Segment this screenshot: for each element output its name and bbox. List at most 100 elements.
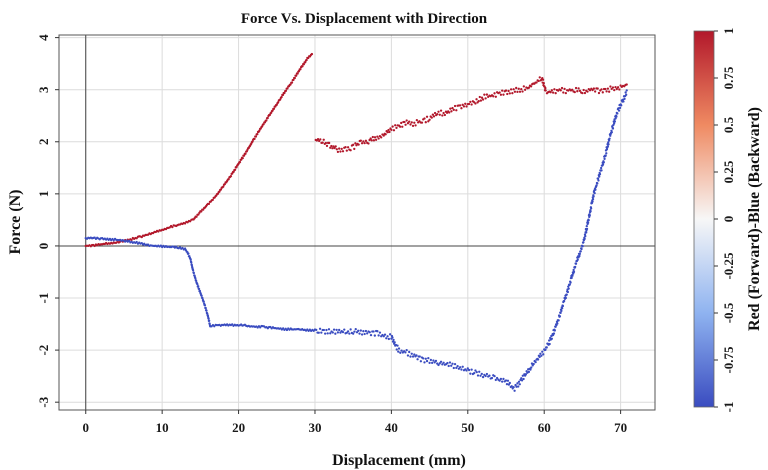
data-point: [204, 306, 207, 309]
data-point: [333, 146, 336, 150]
data-point: [599, 169, 602, 172]
data-point: [559, 89, 562, 92]
colorbar-tick-label: 0.25: [721, 160, 736, 183]
data-point: [388, 130, 391, 134]
data-point: [457, 367, 461, 370]
data-point: [431, 113, 435, 116]
data-point: [432, 115, 436, 118]
data-point: [352, 143, 355, 146]
data-point: [84, 236, 87, 240]
data-point: [497, 378, 500, 381]
data-point: [388, 333, 392, 336]
data-point: [550, 334, 553, 338]
data-point: [296, 72, 299, 75]
data-point: [211, 198, 214, 202]
data-point: [336, 331, 340, 334]
data-point: [493, 92, 496, 95]
data-point: [595, 181, 599, 185]
data-point: [360, 142, 364, 145]
data-point: [386, 335, 389, 338]
data-point: [569, 277, 573, 280]
data-point: [484, 97, 487, 100]
data-point: [414, 355, 417, 358]
data-point: [420, 121, 424, 124]
data-point: [535, 358, 538, 361]
data-point: [187, 255, 191, 258]
data-point: [475, 370, 478, 374]
data-point: [272, 107, 276, 110]
data-point: [295, 74, 298, 77]
data-point: [584, 231, 587, 234]
data-point: [469, 100, 472, 104]
data-point: [605, 146, 608, 149]
data-point: [586, 90, 589, 93]
data-point: [613, 88, 616, 92]
data-point: [362, 330, 365, 333]
data-point: [601, 91, 604, 94]
data-point: [544, 86, 547, 90]
data-point: [481, 375, 485, 379]
data-point: [329, 146, 332, 149]
data-point: [613, 118, 616, 121]
data-point: [408, 120, 411, 123]
x-tick-label: 40: [385, 420, 398, 435]
data-point: [321, 141, 324, 144]
data-point: [403, 120, 406, 124]
data-point: [428, 118, 431, 121]
data-point: [589, 209, 592, 212]
data-point: [527, 86, 531, 89]
data-point: [579, 250, 582, 253]
data-point: [330, 330, 333, 333]
data-point: [433, 361, 436, 364]
data-point: [207, 319, 211, 322]
data-point: [451, 362, 454, 365]
data-point: [573, 90, 576, 94]
data-point: [334, 332, 337, 335]
data-point: [591, 199, 594, 202]
data-point: [292, 78, 295, 82]
data-point: [537, 79, 540, 83]
data-point: [588, 210, 592, 214]
data-point: [404, 123, 407, 126]
colorbar-ticks: 1 0.75 0.5 0.25 0 -0.25 -0.5 -0.75 -1: [714, 28, 736, 412]
data-point: [358, 332, 361, 335]
colorbar-tick-label: -0.5: [721, 302, 736, 323]
data-point: [355, 331, 359, 334]
data-point: [520, 87, 523, 91]
data-point: [517, 380, 521, 383]
data-point: [614, 115, 617, 118]
data-point: [373, 334, 376, 337]
data-point: [477, 99, 480, 103]
data-point: [391, 340, 395, 343]
data-point: [392, 338, 395, 342]
data-point: [480, 372, 483, 376]
data-point: [374, 138, 378, 141]
data-point: [318, 327, 322, 330]
data-point: [478, 370, 481, 373]
data-point: [600, 164, 604, 167]
data-point: [200, 296, 204, 299]
data-point: [321, 328, 324, 332]
data-point: [592, 194, 595, 197]
data-point: [604, 149, 608, 152]
colorbar: [693, 30, 715, 408]
y-axis-label: Force (N): [7, 190, 24, 255]
data-point: [387, 128, 390, 132]
data-point: [343, 328, 346, 331]
data-point: [229, 174, 233, 178]
data-point: [377, 334, 380, 337]
data-point: [369, 333, 373, 337]
data-point: [505, 383, 509, 386]
data-point: [371, 135, 374, 139]
data-point: [442, 111, 445, 115]
data-point: [624, 91, 627, 94]
colorbar-tick-label: 0.5: [721, 116, 736, 133]
data-point: [570, 274, 573, 278]
data-point: [587, 214, 591, 217]
data-point: [430, 116, 433, 119]
data-point: [541, 78, 545, 81]
data-point: [511, 92, 514, 95]
data-point: [475, 98, 478, 101]
